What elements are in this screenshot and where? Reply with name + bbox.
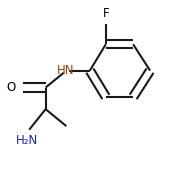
- Text: F: F: [103, 7, 109, 20]
- Text: O: O: [6, 81, 15, 94]
- Text: HN: HN: [57, 64, 74, 77]
- Text: H₂N: H₂N: [16, 134, 38, 147]
